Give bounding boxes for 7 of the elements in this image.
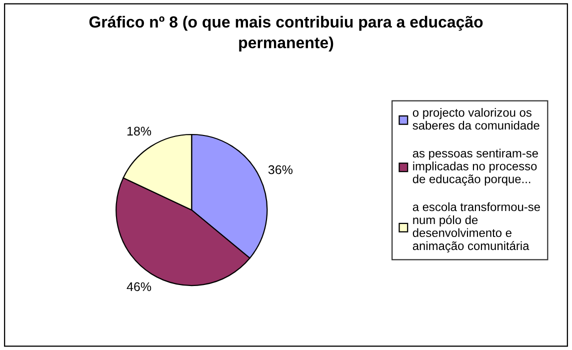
legend-label: a escola transformou-se num pólo de desenvolvimento e animação comunitária [412, 202, 540, 252]
legend-label: as pessoas sentiram-se implicadas no processo de educação porque... [412, 148, 538, 186]
legend-label: o projecto valorizou os saberes da comunidade [412, 108, 540, 130]
data-label: 36% [268, 165, 292, 174]
data-label: 46% [126, 282, 152, 292]
data-label: 18% [127, 126, 152, 136]
chart-title: Gráfico nº 8 (o que mais contribuiu para a educação permanente) [89, 16, 483, 52]
